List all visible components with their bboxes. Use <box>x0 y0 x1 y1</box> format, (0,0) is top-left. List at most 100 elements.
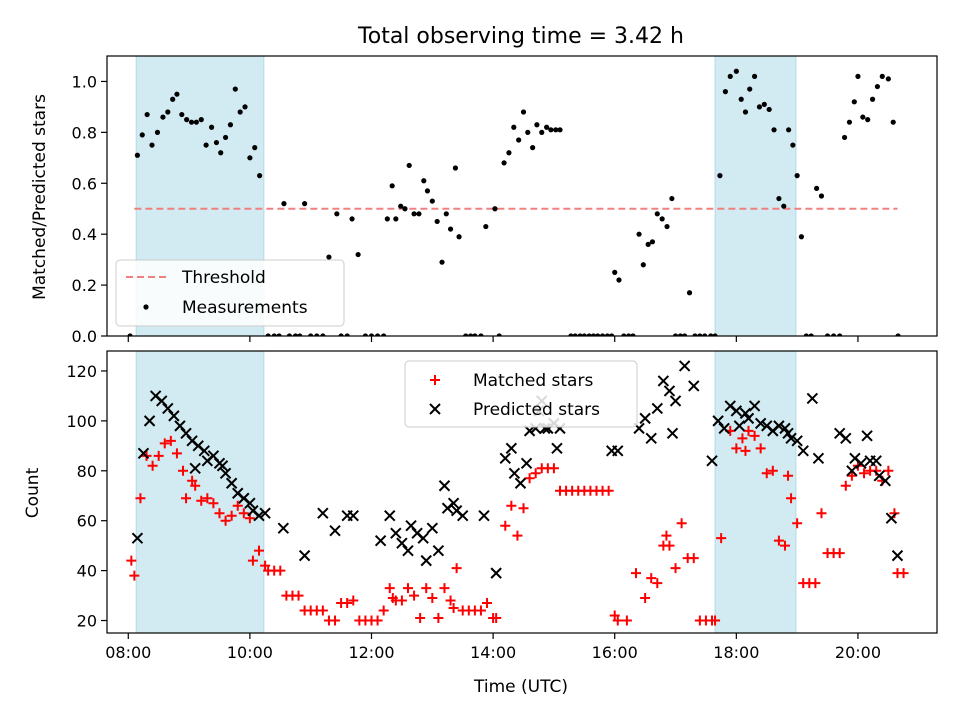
bottom-series-0-point <box>518 503 529 514</box>
bottom-series-1-point <box>490 567 502 579</box>
top-series-0-point <box>682 333 688 336</box>
top-series-0-point <box>179 111 185 118</box>
bottom-series-1-point <box>426 522 439 534</box>
top-series-0-point <box>669 195 675 202</box>
top-series-0-point <box>139 132 145 138</box>
top-series-0-point <box>786 127 792 133</box>
bottom-series-1-point <box>651 402 664 415</box>
bottom-series-0-point <box>688 553 699 564</box>
top-shaded-span-1 <box>714 56 797 336</box>
bottom-axes-frame <box>106 350 938 634</box>
top-series-0-point <box>127 333 133 336</box>
legend-predicted-label: Predicted stars <box>473 400 600 420</box>
top-series-0-point <box>160 114 166 120</box>
bottom-series-0-point <box>740 445 751 456</box>
bottom-y-tick-label: 40 <box>77 562 97 581</box>
bottom-series-1-point <box>678 360 691 372</box>
top-series-0-point <box>581 333 587 336</box>
bottom-series-0-point <box>612 615 623 626</box>
top-series-0-point <box>483 223 489 230</box>
bottom-shaded-span-1 <box>714 351 797 633</box>
bottom-series-1-point <box>505 442 518 455</box>
bottom-series-0-point <box>710 615 721 626</box>
bottom-series-0-point <box>220 515 231 526</box>
bottom-series-1-point <box>514 477 527 489</box>
top-series-0-point <box>170 96 176 102</box>
bottom-series-0-point <box>208 498 219 509</box>
bottom-series-0-point <box>153 450 164 461</box>
x-axis-label: Time (UTC) <box>473 677 568 697</box>
bottom-y-tick-label: 60 <box>77 512 97 531</box>
bottom-series-0-point <box>652 578 663 589</box>
top-series-0-point <box>398 203 404 209</box>
bottom-series-1-point <box>785 432 797 445</box>
top-series-0-point <box>276 333 282 336</box>
top-series-0-point <box>733 68 739 74</box>
top-series-0-point <box>645 241 651 247</box>
top-series-0-point <box>708 333 714 336</box>
bottom-series-1-point <box>791 435 803 447</box>
bottom-series-0-point <box>178 465 189 476</box>
top-series-0-point <box>154 129 161 135</box>
bottom-series-1-point <box>277 522 290 534</box>
top-series-0-point <box>472 333 478 336</box>
top-series-0-point <box>286 333 293 336</box>
bottom-series-1-point <box>806 392 819 405</box>
top-series-0-point <box>612 269 618 275</box>
bottom-series-1-point <box>347 510 359 522</box>
top-series-0-point <box>664 223 670 230</box>
top-series-0-point <box>302 201 308 207</box>
top-series-0-point <box>885 76 891 82</box>
bottom-series-1-point <box>219 467 232 479</box>
top-series-0-point <box>568 333 574 336</box>
top-series-0-point <box>525 129 531 135</box>
top-series-0-point <box>511 124 517 130</box>
bottom-series-1-point <box>259 507 271 519</box>
top-series-0-point <box>237 109 243 115</box>
bottom-x-tick-label: 20:00 <box>835 643 881 662</box>
bottom-series-1-point <box>879 475 892 487</box>
top-series-0-point <box>463 333 469 336</box>
bottom-series-1-point <box>143 415 156 427</box>
legend-measurements-swatch <box>143 304 149 310</box>
top-series-0-point <box>265 333 271 336</box>
top-series-0-point <box>865 117 871 123</box>
top-series-0-point <box>586 333 592 336</box>
top-series-0-point <box>165 109 171 115</box>
bottom-series-0-point <box>773 535 784 546</box>
top-series-0-point <box>188 119 195 125</box>
bottom-series-0-point <box>859 468 870 479</box>
bottom-series-0-point <box>491 613 502 624</box>
top-series-0-point <box>184 117 190 123</box>
bottom-series-1-point <box>733 420 746 432</box>
top-series-0-point <box>692 333 698 336</box>
bottom-series-1-point <box>742 412 755 425</box>
top-series-0-point <box>548 127 554 133</box>
top-series-0-point <box>756 104 763 110</box>
top-series-0-point <box>590 333 597 336</box>
bottom-series-1-point <box>754 417 767 430</box>
bottom-series-1-point <box>812 452 825 465</box>
top-series-0-point <box>402 206 408 212</box>
bottom-series-1-point <box>861 430 873 442</box>
top-series-0-point <box>717 173 723 179</box>
top-plot-area <box>127 56 901 336</box>
top-legend: Threshold Measurements <box>115 259 345 327</box>
top-series-0-point <box>855 73 861 79</box>
bottom-series-1-point <box>244 497 256 509</box>
legend-measurements-label: Measurements <box>182 298 308 318</box>
bottom-x-tick-label: 14:00 <box>470 643 516 662</box>
bottom-series-0-point <box>731 443 742 454</box>
bottom-series-0-point <box>548 463 559 474</box>
top-series-0-point <box>846 119 853 125</box>
bottom-series-0-point <box>512 530 523 541</box>
bottom-series-0-point <box>126 555 137 566</box>
bottom-series-0-point <box>409 590 420 601</box>
top-series-0-point <box>686 290 693 296</box>
bottom-series-0-point <box>159 438 170 449</box>
top-series-0-point <box>776 195 782 202</box>
top-series-0-point <box>630 333 636 336</box>
top-series-0-point <box>411 211 417 217</box>
bottom-series-1-point <box>663 385 676 397</box>
top-series-0-point <box>599 333 606 336</box>
